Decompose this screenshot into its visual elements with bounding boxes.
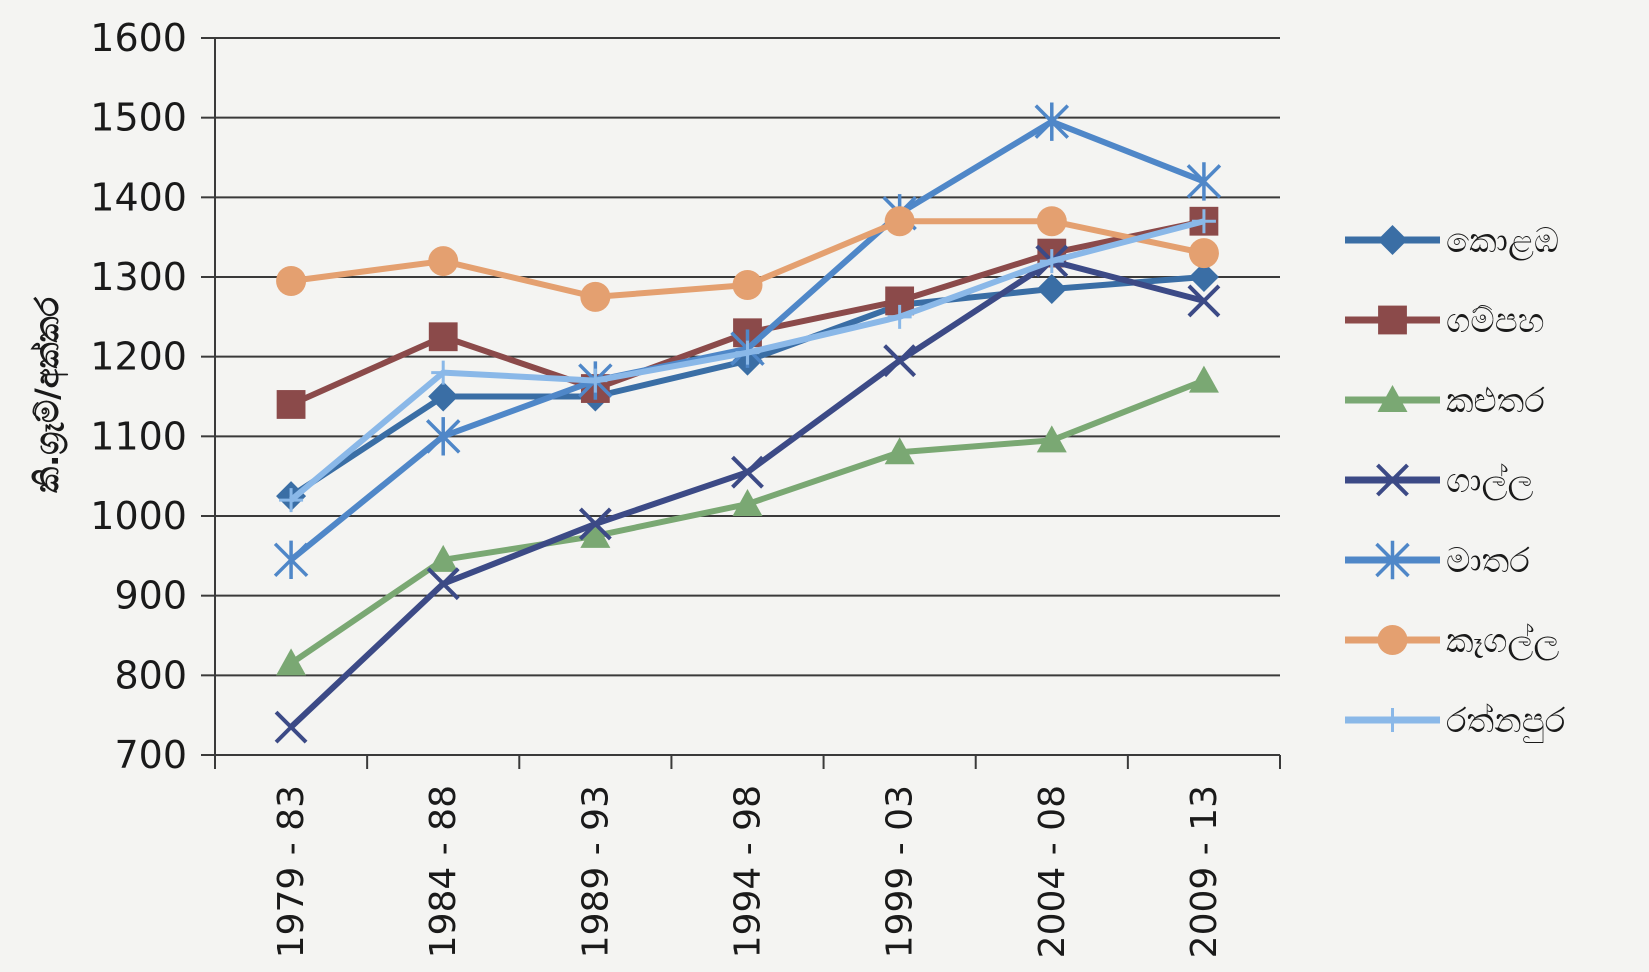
- legend-label: මාතර: [1446, 541, 1530, 581]
- x-tick-label: 1989 - 93: [575, 785, 616, 958]
- data-point: [1187, 284, 1221, 318]
- y-tick-label: 1200: [90, 335, 187, 379]
- legend-item: ගම්පහ: [1345, 301, 1545, 341]
- y-tick-label: 1100: [90, 414, 187, 458]
- data-point: [1036, 273, 1067, 304]
- x-tick-label: 1984 - 88: [423, 785, 464, 958]
- data-point: [1036, 206, 1067, 237]
- data-point: [578, 507, 612, 541]
- series-group: [279, 209, 1216, 513]
- data-point: [732, 489, 763, 517]
- data-point: [426, 567, 460, 601]
- x-tick-label: 1994 - 98: [728, 785, 769, 958]
- data-point: [1036, 425, 1067, 453]
- legend-item: රත්නපුර: [1345, 701, 1566, 743]
- data-point: [276, 390, 306, 419]
- data-point: [884, 437, 915, 465]
- series-line: [289, 218, 1205, 408]
- x-tick-label: 2009 - 13: [1184, 785, 1225, 958]
- y-tick-label: 1300: [90, 255, 187, 299]
- y-tick-label: 900: [114, 574, 187, 618]
- data-point: [1377, 625, 1408, 655]
- data-point: [1375, 540, 1410, 580]
- axes: [214, 38, 1281, 769]
- data-point: [1186, 162, 1222, 201]
- data-point: [1188, 238, 1219, 269]
- data-point: [583, 368, 608, 393]
- data-point: [884, 206, 915, 237]
- data-point: [276, 648, 307, 676]
- legend-item: මාතර: [1345, 540, 1530, 581]
- legend-label: කොළඹ: [1446, 221, 1559, 261]
- data-point: [731, 455, 764, 489]
- series-group: [276, 206, 1219, 419]
- legend-label: ගම්පහ: [1446, 301, 1545, 341]
- y-tick-label: 1600: [90, 16, 187, 60]
- data-point: [276, 265, 307, 296]
- data-point: [1034, 102, 1070, 141]
- legend-item: කොළඹ: [1345, 221, 1559, 261]
- data-point: [428, 381, 459, 412]
- data-point: [735, 340, 760, 365]
- legend-label: කෑගල්ල: [1446, 621, 1559, 661]
- data-point: [1191, 209, 1216, 234]
- data-point: [887, 304, 912, 329]
- x-tick-label: 1979 - 83: [271, 785, 312, 958]
- data-point: [428, 322, 458, 352]
- legend-label: රත්නපුර: [1446, 701, 1566, 743]
- y-axis-label: කි.ග්‍රෑම්/අක්කර: [28, 297, 69, 493]
- legend: කොළඹ ගම්පහ කළුතර ගාල්ල මාතර කෑගල්ල රත්නපුර: [1345, 221, 1566, 743]
- y-tick-label: 1500: [90, 96, 187, 140]
- y-tick-label: 1400: [90, 175, 187, 219]
- data-point: [425, 417, 461, 456]
- x-tick-labels: 1979 - 83 1984 - 88 1989 - 93 1994 - 98 1999…: [271, 785, 1225, 958]
- legend-label: ගාල්ල: [1446, 461, 1533, 501]
- y-tick-label: 800: [114, 653, 187, 697]
- data-point: [273, 540, 309, 580]
- series-group: [276, 206, 1219, 312]
- data-point: [1377, 225, 1408, 255]
- data-point: [1188, 262, 1219, 292]
- data-point: [732, 269, 763, 300]
- data-point: [428, 246, 459, 277]
- data-point: [580, 520, 611, 548]
- y-tick-labels: 700 800 900 1000 1100 1200 1300 1400 1500 1600: [90, 16, 187, 777]
- y-tick-label: 1000: [90, 494, 187, 538]
- data-point: [1380, 708, 1405, 732]
- x-tick-label: 1999 - 03: [880, 785, 921, 958]
- data-point: [1376, 463, 1409, 497]
- data-point: [279, 488, 304, 513]
- legend-item: ගාල්ල: [1345, 461, 1533, 501]
- y-tick-label: 700: [114, 733, 187, 777]
- series-lines: [273, 102, 1222, 744]
- data-point: [1377, 385, 1408, 412]
- data-point: [883, 344, 917, 378]
- legend-item: කළුතර: [1345, 381, 1545, 421]
- x-tick-label: 2004 - 08: [1032, 785, 1073, 958]
- legend-item: කෑගල්ල: [1345, 621, 1559, 661]
- legend-label: කළුතර: [1446, 381, 1545, 421]
- data-point: [1378, 305, 1407, 335]
- data-point: [580, 281, 611, 312]
- data-point: [431, 360, 456, 385]
- data-point: [1188, 365, 1219, 393]
- data-point: [1039, 249, 1064, 274]
- series-group: [276, 365, 1219, 676]
- data-point: [274, 710, 308, 744]
- data-point: [428, 544, 459, 572]
